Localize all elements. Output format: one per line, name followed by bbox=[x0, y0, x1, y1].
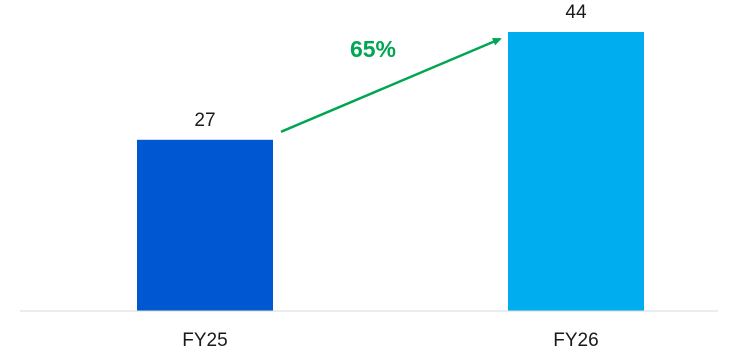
x-tick-label-fy25: FY25 bbox=[182, 330, 227, 351]
bar-fy25 bbox=[137, 139, 273, 311]
x-tick-label-fy26: FY26 bbox=[553, 330, 598, 351]
data-label-fy26: 44 bbox=[565, 2, 587, 23]
data-label-fy25: 27 bbox=[194, 110, 215, 131]
growth-arrow bbox=[280, 37, 502, 133]
growth-label: 65% bbox=[350, 36, 396, 62]
bar-fy26 bbox=[508, 32, 644, 311]
